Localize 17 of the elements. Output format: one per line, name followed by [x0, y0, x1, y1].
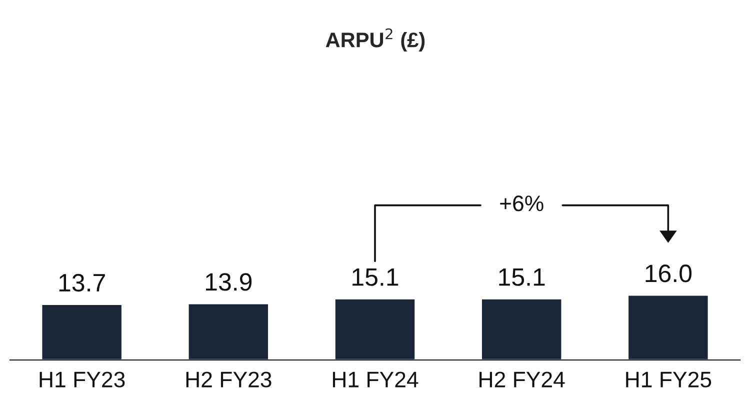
bar — [40, 304, 123, 360]
bar — [187, 302, 270, 360]
text: +6% — [500, 196, 544, 212]
data-label: 13.7 — [59, 274, 105, 292]
x-tick-label: H1 FY24 — [332, 372, 418, 388]
data-label: 15.1 — [499, 268, 545, 286]
x-tick-label: H1 FY25 — [626, 372, 712, 388]
bar — [627, 294, 710, 360]
bar — [480, 298, 563, 360]
data-label: 15.1 — [352, 268, 398, 286]
data-label: 16.0 — [646, 264, 692, 282]
chart-title: ARPU$^{2}$ (£) — [326, 28, 425, 52]
x-tick-label: H2 FY23 — [186, 372, 272, 388]
data-label: 13.9 — [206, 273, 252, 291]
bar — [334, 298, 416, 360]
x-tick-label: H1 FY23 — [40, 372, 125, 388]
x-tick-label: H2 FY24 — [480, 372, 565, 388]
